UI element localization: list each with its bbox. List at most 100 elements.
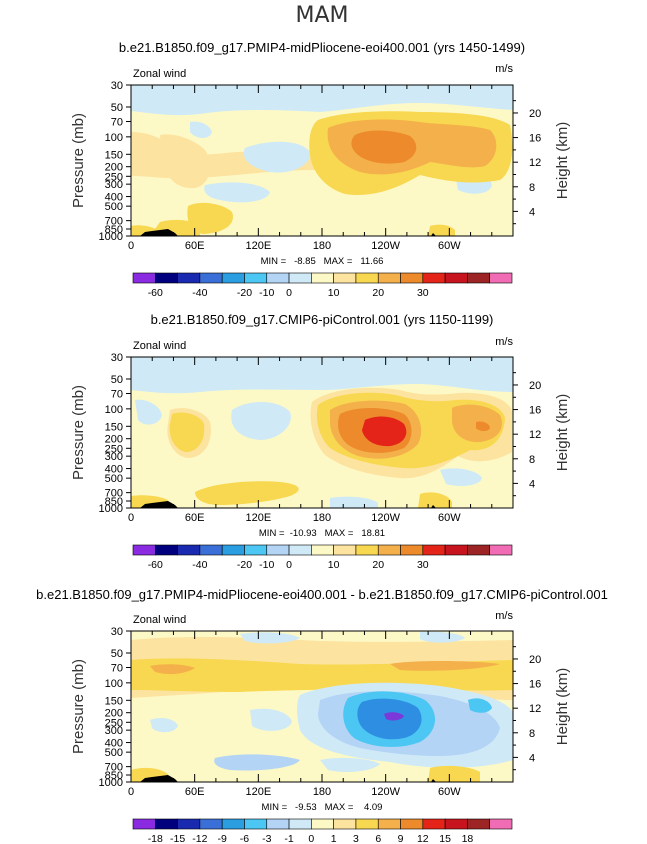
x-tick-label: 0: [128, 240, 134, 252]
p2-sky-patch-west: [135, 399, 162, 425]
colorbar-label: -3: [262, 833, 271, 844]
panel-3-x-ticks: 0 60E 120E 180 120W 60W: [128, 631, 493, 798]
y-tick-label: 1000: [99, 503, 123, 515]
colorbar-swatch: [377, 818, 401, 830]
panel-2-x-ticks: 0 60E 120E 180 120W 60W: [128, 357, 493, 524]
colorbar-swatch: [288, 544, 312, 556]
colorbar-swatch: [288, 818, 312, 830]
colorbar-swatch: [444, 272, 468, 284]
p2-lower-gold-east: [418, 492, 452, 508]
p2-sky-patch-120e: [231, 401, 291, 440]
p1-lower-gold-dateline: [428, 224, 455, 236]
y-axis-title-right: Height (km): [554, 394, 571, 472]
colorbar-label: 10: [328, 287, 340, 299]
y-tick-label: 850: [105, 496, 123, 508]
x-tick-label: 0: [128, 786, 134, 798]
colorbar-swatch: [422, 544, 446, 556]
x-tick-label: 0: [128, 512, 134, 524]
height-tick-label: 16: [529, 133, 541, 145]
y-tick-label: 100: [105, 404, 123, 416]
y-tick-label: 700: [105, 762, 123, 774]
panel-3: b.e21.B1850.f09_g17.PMIP4-midPliocene-eo…: [36, 587, 608, 844]
panel-3-left-label: Zonal wind: [133, 614, 186, 626]
y-tick-label: 400: [105, 464, 123, 476]
x-tick-label: 120W: [371, 786, 400, 798]
colorbar-swatch: [132, 544, 156, 556]
p3-orange-streak-east: [390, 661, 500, 671]
height-tick-label: 8: [529, 728, 535, 740]
colorbar-swatch: [199, 818, 223, 830]
y-axis-title: Pressure (mb): [70, 659, 87, 754]
colorbar-swatch: [467, 272, 491, 284]
colorbar-swatch: [467, 544, 491, 556]
y-tick-label: 70: [111, 388, 123, 400]
p2-sky-blob-60w-low: [440, 468, 482, 486]
colorbar-label: 3: [353, 833, 359, 844]
colorbar-swatch: [221, 818, 245, 830]
colorbar-label: -20: [237, 287, 252, 299]
p2-lower-sky-patch: [330, 496, 378, 508]
p3-sky-patch-top-west: [240, 632, 300, 644]
y-tick-label: 1000: [99, 777, 123, 789]
panel-1: b.e21.B1850.f09_g17.PMIP4-midPliocene-eo…: [70, 40, 571, 299]
x-tick-label: 60E: [185, 786, 205, 798]
colorbar-swatch: [266, 272, 290, 284]
y-tick-label: 250: [105, 443, 123, 455]
colorbar-label: -12: [192, 833, 207, 844]
y-tick-label: 500: [105, 747, 123, 759]
panel-2-title: b.e21.B1850.f09_g17.CMIP6-piControl.001 …: [151, 312, 494, 327]
colorbar-label: 15: [439, 833, 451, 844]
colorbar-swatch: [467, 818, 491, 830]
colorbar-label: -18: [148, 833, 163, 844]
y-tick-label: 700: [105, 216, 123, 228]
y-tick-label: 30: [111, 80, 123, 92]
x-tick-label: 120E: [245, 786, 271, 798]
colorbar-swatch: [154, 818, 178, 830]
panel-2-left-label: Zonal wind: [133, 340, 186, 352]
colorbar-swatch: [154, 272, 178, 284]
y-tick-label: 50: [111, 374, 123, 386]
y-tick-label: 500: [105, 201, 123, 213]
x-tick-label: 120E: [245, 512, 271, 524]
colorbar-label: 20: [372, 287, 384, 299]
colorbar-label: -10: [259, 287, 274, 299]
p1-sky-blob-150e: [243, 141, 311, 173]
x-tick-label: 60E: [185, 512, 205, 524]
y-tick-label: 200: [105, 162, 123, 174]
colorbar-label: 0: [308, 833, 314, 844]
p2-jet-core-red: [362, 416, 407, 447]
colorbar-swatch: [311, 818, 334, 830]
colorbar-label: 6: [375, 833, 381, 844]
y-tick-label: 50: [111, 648, 123, 660]
y-tick-label: 1000: [99, 231, 123, 243]
panel-2-colorbar: -60 -40 -20 -10 0 10 20 30: [132, 544, 513, 571]
colorbar-swatch: [333, 544, 357, 556]
colorbar-label: -10: [259, 559, 274, 571]
colorbar-swatch: [489, 544, 513, 556]
colorbar-label: 10: [328, 559, 340, 571]
y-tick-label: 50: [111, 102, 123, 114]
colorbar-swatch: [400, 818, 424, 830]
height-tick-label: 16: [529, 679, 541, 691]
y-tick-label: 100: [105, 678, 123, 690]
p3-orange-streak-west: [150, 664, 195, 675]
colorbar-swatch: [444, 544, 468, 556]
p3-left-sky-patch: [150, 718, 178, 733]
colorbar-swatch: [311, 272, 334, 284]
y-tick-label: 30: [111, 352, 123, 364]
colorbar-label: 12: [417, 833, 429, 844]
colorbar-swatch: [199, 272, 223, 284]
colorbar-swatch: [311, 544, 334, 556]
panel-2-stats: MIN = -10.93 MAX = 18.81: [259, 528, 385, 539]
colorbar-swatch: [244, 272, 268, 284]
colorbar-swatch: [489, 818, 513, 830]
p2-upper-negative-band: [131, 357, 513, 394]
panel-1-x-ticks: 0 60E 120E 180 120W 60W: [128, 85, 493, 252]
colorbar-label: 18: [462, 833, 474, 844]
colorbar-label: -1: [284, 833, 293, 844]
y-tick-label: 850: [105, 224, 123, 236]
height-tick-label: 20: [529, 380, 541, 392]
colorbar-label: -20: [237, 559, 252, 571]
colorbar-swatch: [444, 818, 468, 830]
